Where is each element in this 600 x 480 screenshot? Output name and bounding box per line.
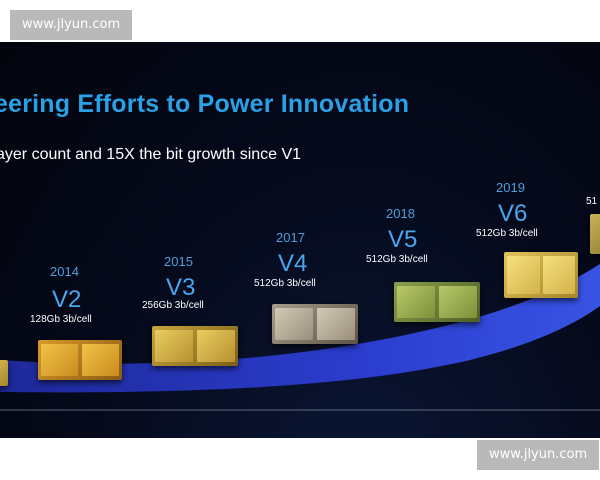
year-label-v6: 2019 xyxy=(496,180,525,195)
chip-v6 xyxy=(504,252,578,298)
year-label-v3: 2015 xyxy=(164,254,193,269)
year-label-v4: 2017 xyxy=(276,230,305,245)
chip-v2-die-left xyxy=(41,344,79,376)
capacity-label-v5: 512Gb 3b/cell xyxy=(366,254,428,265)
version-label-v3: V3 xyxy=(166,274,196,301)
chip-v4-die-right xyxy=(316,308,355,340)
capacity-label-partial: 51 xyxy=(586,196,598,207)
version-label-v2: V2 xyxy=(52,286,82,313)
chip-v3-die-left xyxy=(155,330,194,362)
chip-v6-die-right xyxy=(542,256,576,294)
presentation-slide: eering Efforts to Power Innovation ayer … xyxy=(0,42,600,438)
band-shape xyxy=(0,264,600,393)
chip-partial-right xyxy=(590,214,600,254)
chip-v5-die-left xyxy=(397,286,436,318)
chip-v6-die-left xyxy=(506,256,540,294)
slide-subtitle: ayer count and 15X the bit growth since … xyxy=(0,146,302,163)
chip-v2-die-right xyxy=(81,344,119,376)
watermark-bottom: www.jlyun.com xyxy=(477,440,600,470)
slide-title: eering Efforts to Power Innovation xyxy=(0,90,410,118)
capacity-label-v4: 512Gb 3b/cell xyxy=(254,278,316,289)
year-label-v2: 2014 xyxy=(50,264,79,279)
chip-v2 xyxy=(38,340,122,380)
version-label-v6: V6 xyxy=(498,200,528,227)
capacity-label-v2: 128Gb 3b/cell xyxy=(30,314,92,325)
capacity-label-v6: 512Gb 3b/cell xyxy=(476,228,538,239)
chip-v3-die-right xyxy=(196,330,235,362)
chip-partial-left xyxy=(0,360,8,386)
chip-v3 xyxy=(152,326,238,366)
version-label-v4: V4 xyxy=(278,250,308,277)
version-label-v5: V5 xyxy=(388,226,418,253)
growth-band xyxy=(0,264,600,411)
watermark-top: www.jlyun.com xyxy=(10,10,133,40)
year-label-v5: 2018 xyxy=(386,206,415,221)
capacity-label-v3: 256Gb 3b/cell xyxy=(142,300,204,311)
chip-v5 xyxy=(394,282,480,322)
chip-v4-die-left xyxy=(275,308,314,340)
chip-v4 xyxy=(272,304,358,344)
chip-v5-die-right xyxy=(438,286,477,318)
